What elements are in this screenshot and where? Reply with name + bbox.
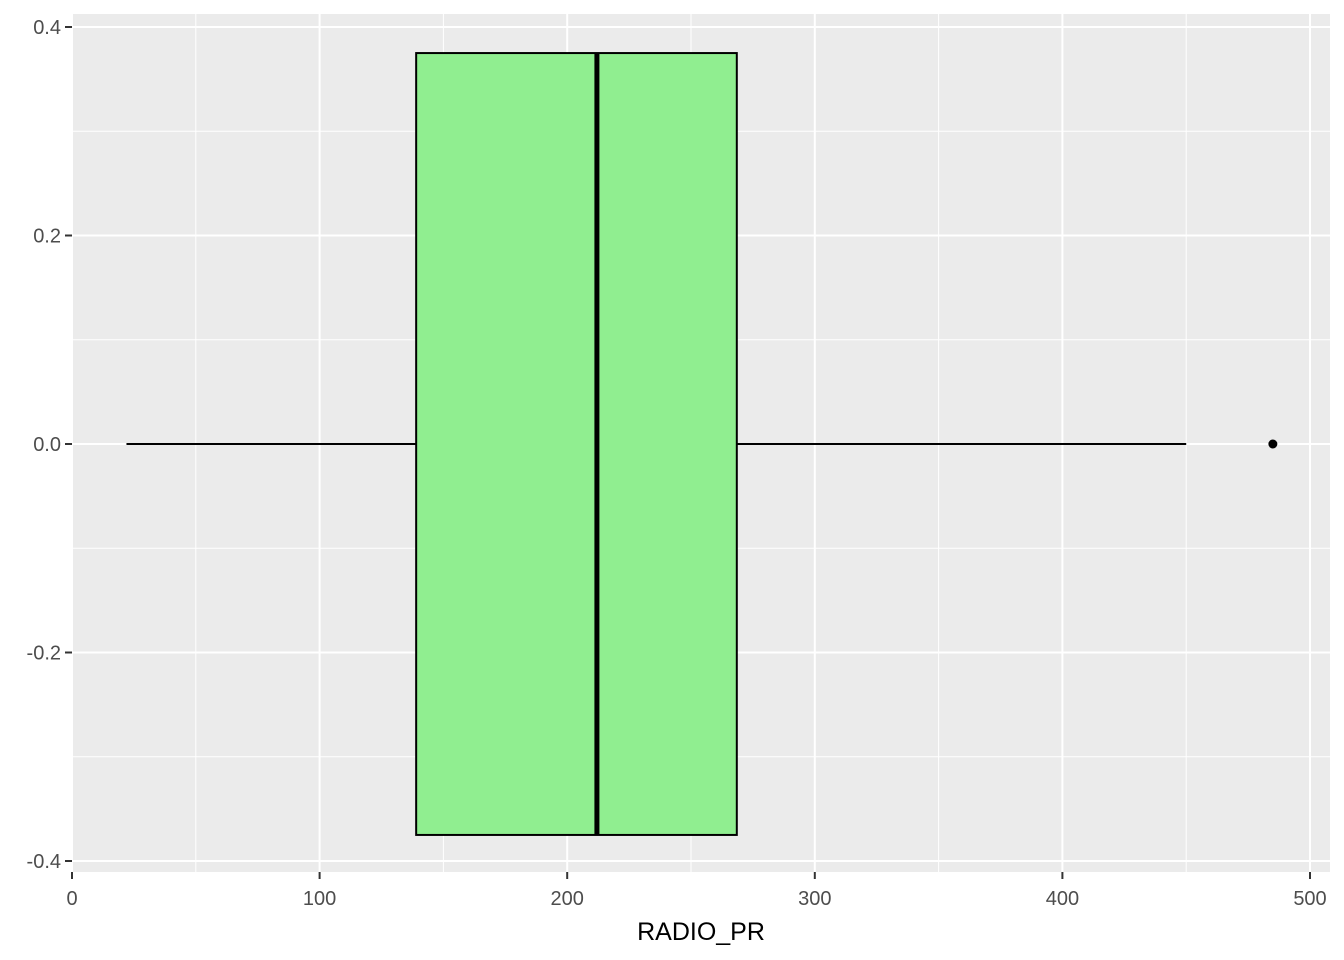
x-tick-label: 400	[1046, 888, 1079, 910]
interquartile-box	[415, 52, 738, 836]
y-tick-label: -0.4	[27, 851, 61, 873]
x-axis-title: RADIO_PR	[637, 918, 765, 946]
y-axis: -0.4 -0.2 0.0 0.2 0.4	[27, 17, 72, 873]
x-axis: 0 100 200 300 400 500	[66, 872, 1327, 910]
boxplot-marks	[126, 52, 1278, 836]
outlier-point	[1268, 439, 1278, 449]
y-tick-label: 0.4	[33, 17, 61, 39]
x-tick-label: 0	[66, 888, 77, 910]
x-tick-label: 100	[303, 888, 336, 910]
x-tick-label: 300	[798, 888, 831, 910]
y-tick-label: -0.2	[27, 643, 61, 665]
outlier-points	[1268, 439, 1278, 449]
x-tick-label: 200	[551, 888, 584, 910]
y-tick-label: 0.2	[33, 226, 61, 248]
y-tick-label: 0.0	[33, 434, 61, 456]
x-tick-label: 500	[1293, 888, 1326, 910]
